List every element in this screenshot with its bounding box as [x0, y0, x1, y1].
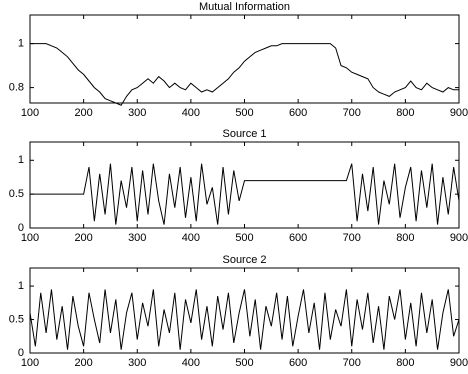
x-tick-label: 900 — [450, 107, 468, 119]
x-tick-label: 100 — [21, 232, 39, 244]
x-tick-label: 200 — [74, 357, 92, 369]
x-tick-label: 100 — [21, 357, 39, 369]
x-tick-label: 300 — [128, 107, 146, 119]
x-tick-label: 500 — [235, 357, 253, 369]
line — [30, 43, 459, 106]
x-tick-label: 400 — [182, 107, 200, 119]
y-tick-label: 0.8 — [9, 82, 24, 94]
plot-area — [29, 141, 460, 229]
x-tick-label: 500 — [235, 107, 253, 119]
x-tick-label: 900 — [450, 232, 468, 244]
line — [30, 163, 460, 225]
x-tick-label: 400 — [182, 232, 200, 244]
x-tick-label: 800 — [396, 232, 414, 244]
y-tick-label: 1 — [18, 38, 24, 50]
plot-area — [29, 267, 460, 354]
y-tick-label: 0 — [18, 222, 24, 234]
x-tick-label: 800 — [396, 107, 414, 119]
y-tick-label: 0.5 — [9, 188, 24, 200]
y-tick-label: 0 — [18, 347, 24, 359]
chart-title: Mutual Information — [199, 1, 290, 13]
x-tick-label: 800 — [396, 357, 414, 369]
x-tick-label: 400 — [182, 357, 200, 369]
x-tick-label: 900 — [450, 357, 468, 369]
y-tick-label: 1 — [18, 280, 24, 292]
x-tick-label: 700 — [343, 232, 361, 244]
x-tick-label: 300 — [128, 357, 146, 369]
x-tick-label: 500 — [235, 232, 253, 244]
y-tick-label: 1 — [18, 154, 24, 166]
y-tick-label: 0.5 — [9, 313, 24, 325]
x-tick-label: 300 — [128, 232, 146, 244]
x-tick-label: 100 — [21, 107, 39, 119]
plot-area — [29, 14, 460, 104]
x-tick-label: 600 — [289, 107, 307, 119]
line — [29, 289, 460, 350]
x-tick-label: 700 — [343, 357, 361, 369]
x-tick-label: 200 — [74, 232, 92, 244]
x-tick-label: 600 — [289, 357, 307, 369]
x-tick-label: 700 — [343, 107, 361, 119]
x-tick-label: 600 — [289, 232, 307, 244]
chart-title: Source 1 — [222, 128, 266, 140]
x-tick-label: 200 — [74, 107, 92, 119]
chart-title: Source 2 — [222, 254, 266, 266]
